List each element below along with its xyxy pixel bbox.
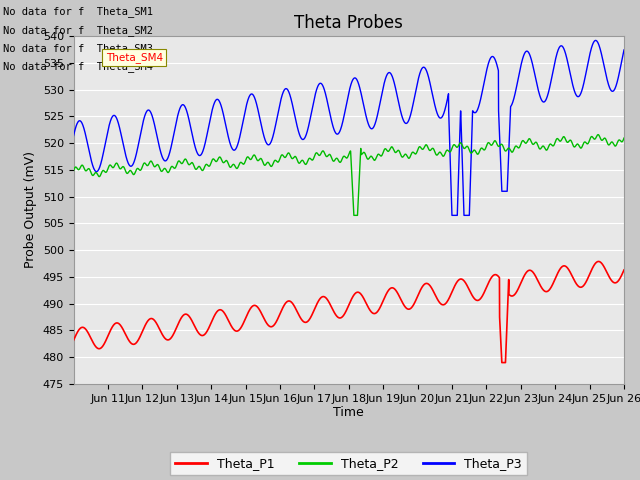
Text: No data for f  Theta_SM2: No data for f Theta_SM2: [3, 24, 153, 36]
X-axis label: Time: Time: [333, 407, 364, 420]
Text: Theta_SM4: Theta_SM4: [106, 52, 163, 63]
Text: No data for f  Theta_SM1: No data for f Theta_SM1: [3, 6, 153, 17]
Text: No data for f  Theta_SM3: No data for f Theta_SM3: [3, 43, 153, 54]
Text: No data for f  Theta_SM4: No data for f Theta_SM4: [3, 61, 153, 72]
Title: Theta Probes: Theta Probes: [294, 13, 403, 32]
Y-axis label: Probe Output (mV): Probe Output (mV): [24, 152, 37, 268]
Legend: Theta_P1, Theta_P2, Theta_P3: Theta_P1, Theta_P2, Theta_P3: [170, 452, 527, 475]
